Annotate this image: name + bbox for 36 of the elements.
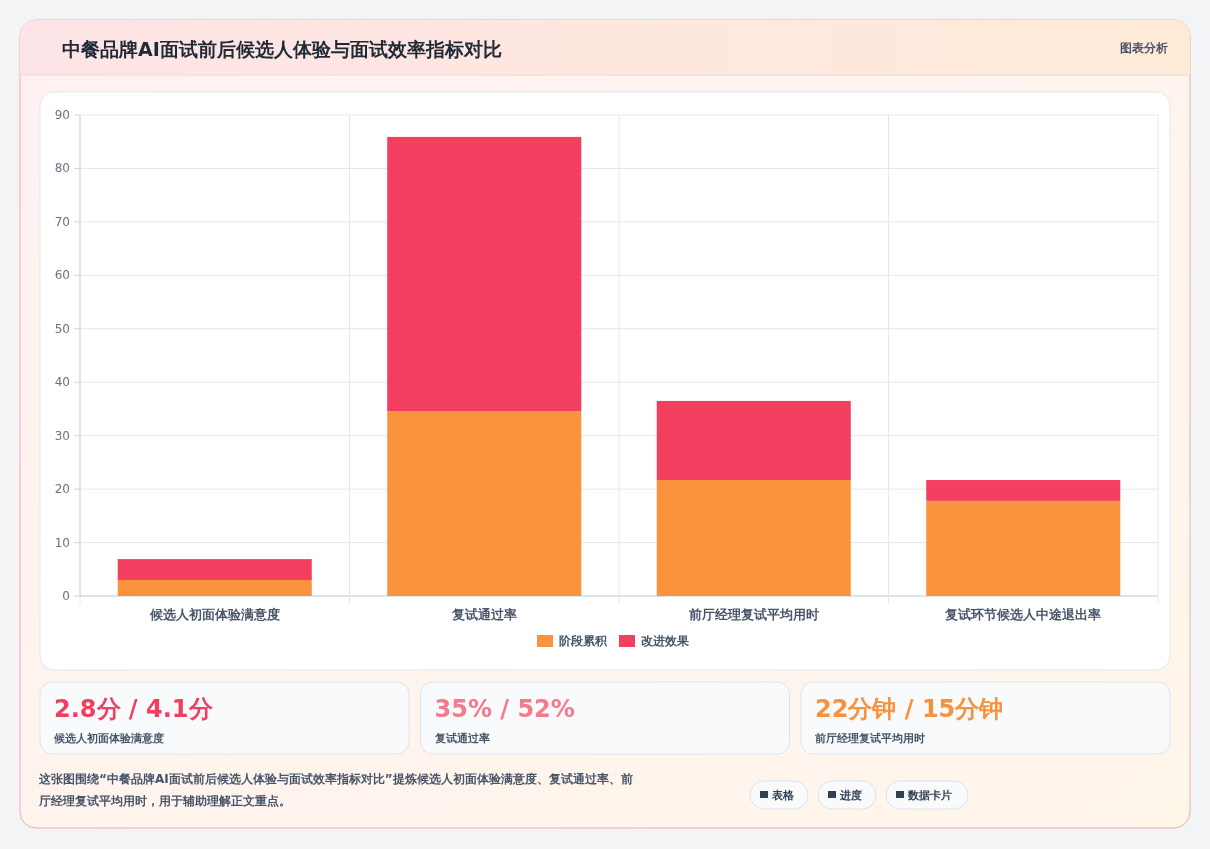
y-tick-label: 80 bbox=[54, 161, 70, 176]
y-tick-label: 40 bbox=[54, 375, 70, 390]
text: 复试通过率 bbox=[433, 732, 490, 745]
bar bbox=[656, 400, 851, 481]
bar bbox=[387, 411, 582, 596]
y-tick-label: 20 bbox=[54, 482, 70, 497]
bar bbox=[117, 559, 312, 580]
y-tick-label: 60 bbox=[54, 268, 70, 283]
y-tick-label: 0 bbox=[62, 589, 70, 603]
text: 数据卡片 bbox=[907, 789, 952, 802]
y-tick-label: 50 bbox=[54, 321, 70, 336]
bar bbox=[387, 136, 582, 412]
y-tick-label: 90 bbox=[54, 108, 70, 122]
bar bbox=[926, 500, 1121, 596]
text: 候选人初面体验满意度 bbox=[53, 732, 164, 745]
x-tick-label: 复试通过率 bbox=[450, 607, 517, 622]
bar bbox=[117, 579, 312, 596]
text: 前厅经理复试平均用时 bbox=[814, 732, 925, 745]
text: 22分钟 / 15分钟 bbox=[815, 695, 1004, 723]
x-tick-label: 候选人初面体验满意度 bbox=[148, 607, 280, 622]
bar bbox=[926, 480, 1121, 501]
chart-title: 中餐品牌AI面试前后候选人体验与面试效率指标对比 bbox=[62, 38, 502, 60]
text: 表格 bbox=[771, 789, 795, 802]
legend-label: 改进效果 bbox=[641, 634, 690, 648]
text: 进度 bbox=[839, 789, 862, 802]
y-tick-label: 70 bbox=[54, 214, 70, 229]
y-tick-label: 30 bbox=[54, 428, 70, 443]
x-tick-label: 前厅经理复试平均用时 bbox=[687, 607, 819, 622]
x-tick-label: 复试环节候选人中途退出率 bbox=[944, 607, 1102, 622]
text: 2.8分 / 4.1分 bbox=[54, 695, 214, 723]
legend-label: 阶段累积 bbox=[559, 634, 608, 648]
text: 35% / 52% bbox=[434, 695, 575, 723]
y-tick-label: 10 bbox=[54, 535, 70, 550]
bar bbox=[656, 480, 851, 596]
text: 图表分析 bbox=[1120, 41, 1168, 55]
text: 这张图围绕“中餐品牌AI面试前后候选人体验与面试效率指标对比”提炼候选人初面体验满意度、复试通过率、前厅经理复试平均用时，用于辅助理解正文重点。 bbox=[38, 772, 633, 808]
